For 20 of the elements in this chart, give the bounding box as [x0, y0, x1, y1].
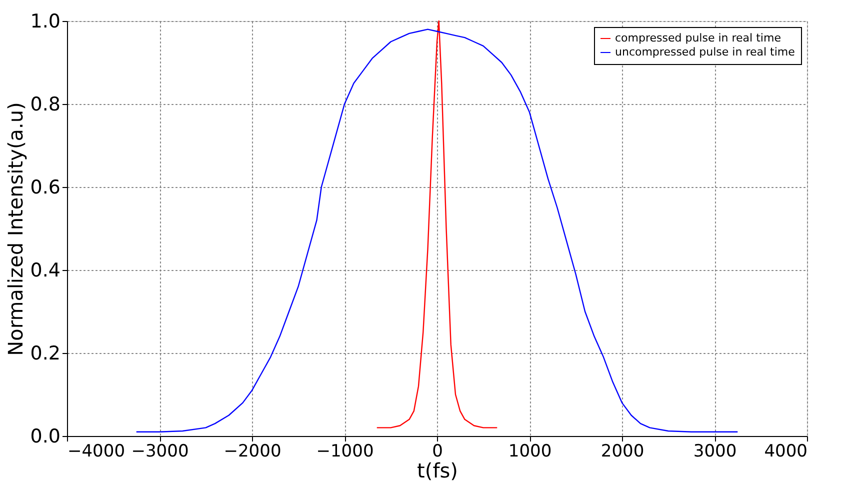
x-tick-label: 1000: [508, 442, 552, 462]
y-axis-title: Normalized Intensity(a.u): [3, 102, 28, 356]
y-tick-label: 0.8: [30, 94, 60, 116]
x-tick-label: −1000: [316, 442, 374, 462]
x-tick-label: 0: [432, 442, 443, 462]
y-tick-label: 0.0: [30, 426, 60, 448]
legend-label: uncompressed pulse in real time: [615, 46, 796, 58]
x-tick-label: −3000: [131, 442, 189, 462]
line-series: [376, 20, 498, 428]
y-tick-label: 0.4: [30, 260, 60, 282]
y-tick-label: 0.6: [30, 176, 60, 198]
y-tick-label: 1.0: [30, 10, 60, 32]
x-tick-label: 3000: [693, 442, 737, 462]
x-tick-label: 4000: [764, 442, 808, 462]
y-tick-label: 0.2: [30, 342, 60, 364]
x-tick-label: −2000: [224, 442, 282, 462]
x-axis-title: t(fs): [417, 458, 458, 482]
x-tick-label: −4000: [68, 442, 126, 462]
x-tick-label: 2000: [600, 442, 644, 462]
legend-label: compressed pulse in real time: [615, 32, 782, 44]
